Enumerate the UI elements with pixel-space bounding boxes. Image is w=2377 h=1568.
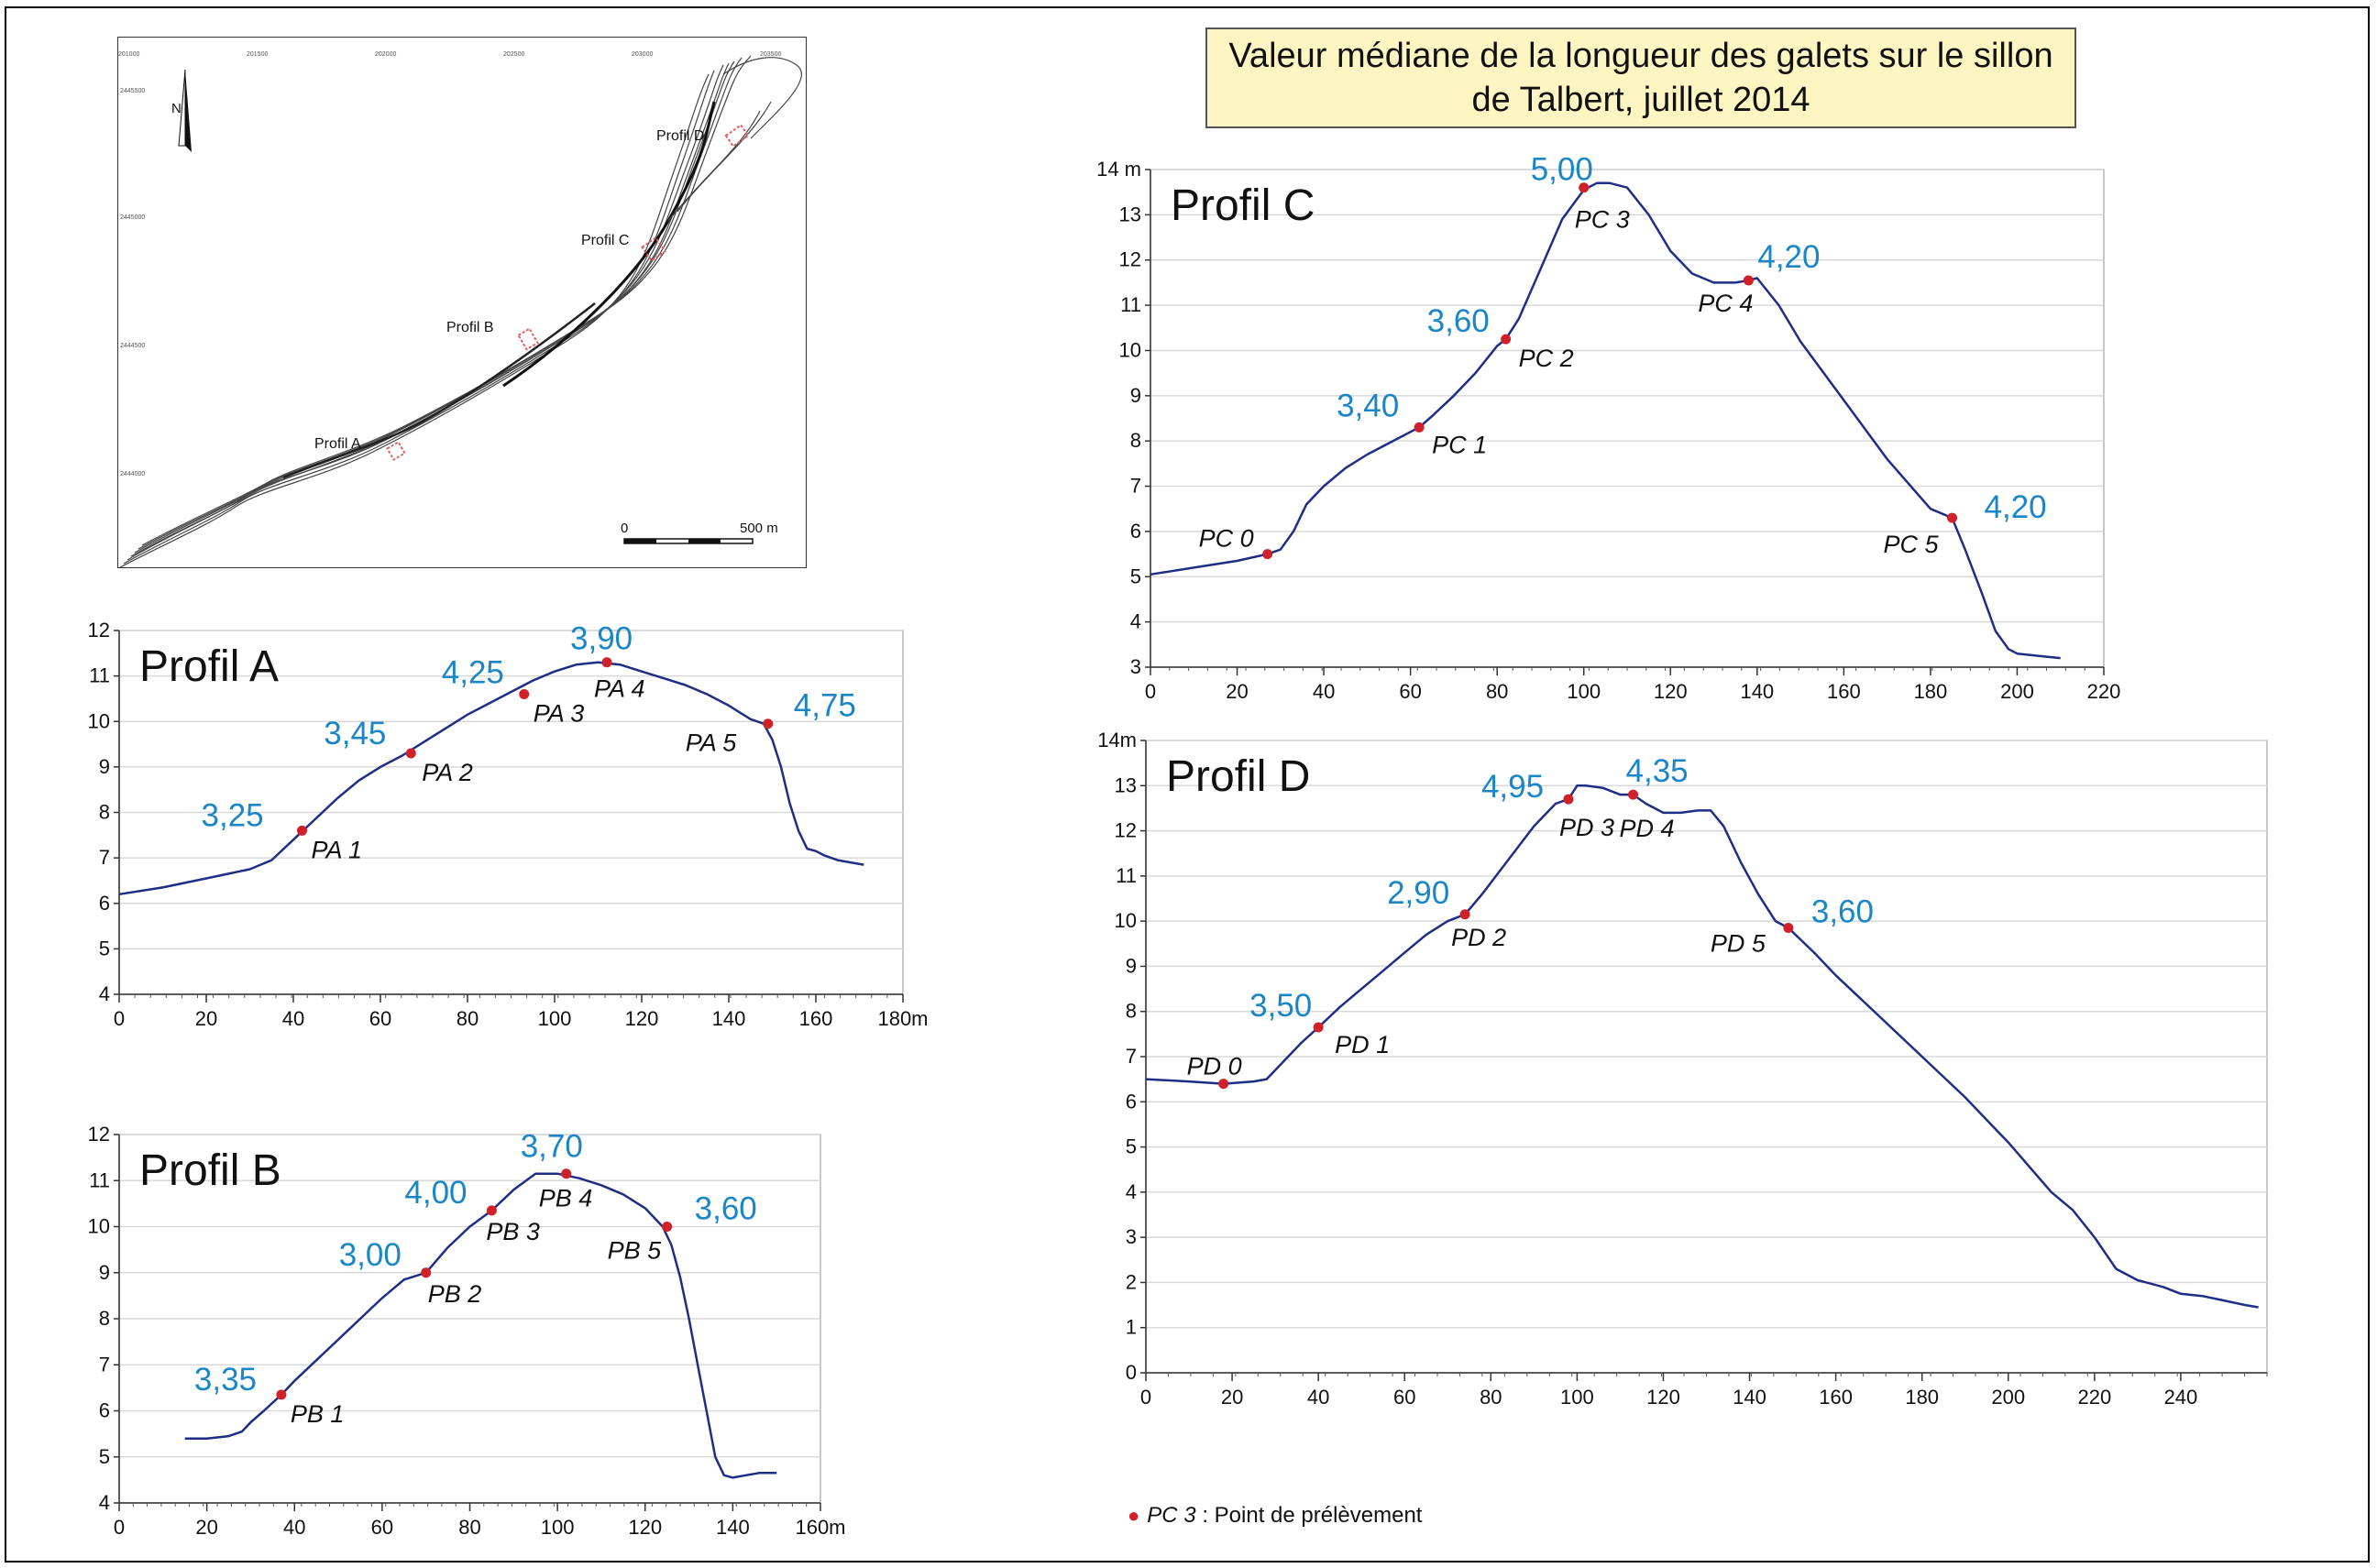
figure-title: Valeur médiane de la longueur des galets… — [1205, 27, 2076, 128]
sample-point — [519, 688, 530, 699]
x-tick-label: 120 — [625, 1007, 659, 1030]
legend-text: : Point de prélèvement — [1195, 1503, 1423, 1528]
sample-point-label: PA 2 — [422, 759, 473, 786]
north-label: N — [171, 101, 182, 116]
median-value-label: 3,45 — [324, 716, 386, 751]
scale-end: 500 m — [740, 521, 778, 536]
map-x-tick: 203500 — [760, 51, 781, 58]
median-value-label: 3,25 — [202, 797, 264, 833]
y-tick-label: 6 — [99, 892, 110, 915]
y-tick-label: 5 — [99, 937, 110, 959]
y-tick-label: 10 — [88, 709, 110, 732]
y-tick-label: 9 — [99, 755, 110, 778]
map-x-tick: 202000 — [375, 51, 396, 58]
median-value-label: 3,90 — [570, 621, 633, 657]
profile-line — [118, 661, 864, 896]
scale-bar: 0 500 m — [621, 521, 778, 544]
x-tick-label: 180m — [877, 1007, 928, 1030]
legend-code: PC 3 — [1147, 1503, 1196, 1528]
map-label-profil-d: Profil D — [656, 128, 704, 144]
map-y-tick: 2444500 — [120, 343, 145, 349]
x-tick-label: 80 — [457, 1007, 479, 1030]
x-tick-label: 160 — [799, 1007, 833, 1030]
north-arrow-icon: N — [171, 69, 192, 152]
x-tick-label: 60 — [369, 1007, 391, 1030]
x-tick-label: 140 — [712, 1007, 746, 1030]
y-tick-label: 11 — [89, 664, 110, 687]
figure-frame — [5, 6, 2370, 1563]
median-value-label: 4,25 — [442, 654, 504, 690]
legend-marker-icon: ● — [1128, 1504, 1140, 1527]
sample-point — [297, 825, 307, 836]
y-tick-label: 12 — [88, 619, 110, 641]
location-map: Profil A Profil B Profil C Profil D N 0 … — [117, 37, 807, 568]
map-x-tick: 202500 — [503, 51, 524, 58]
sample-point-label: PA 3 — [534, 699, 585, 727]
sample-point — [763, 718, 774, 729]
scale-zero: 0 — [621, 521, 628, 536]
x-tick-label: 0 — [114, 1007, 125, 1030]
map-label-profil-a: Profil A — [314, 436, 361, 452]
y-tick-label: 4 — [99, 982, 110, 1005]
y-tick-label: 8 — [99, 801, 110, 824]
legend: ● PC 3 : Point de prélèvement — [1128, 1503, 1422, 1529]
map-x-tick: 201500 — [247, 51, 268, 58]
contour-lines — [119, 55, 802, 568]
map-y-tick: 2445000 — [120, 214, 145, 221]
map-y-tick: 2444000 — [120, 471, 145, 477]
sample-point-label: PA 1 — [312, 836, 363, 863]
map-x-tick: 203000 — [632, 51, 653, 58]
sample-point-label: PA 4 — [594, 675, 645, 703]
transect-markers — [386, 124, 750, 461]
x-tick-label: 100 — [538, 1007, 572, 1030]
x-tick-label: 20 — [195, 1007, 217, 1030]
map-label-profil-b: Profil B — [446, 320, 494, 335]
y-tick-label: 7 — [99, 846, 110, 869]
map-label-profil-c: Profil C — [581, 233, 629, 248]
sample-point — [601, 657, 612, 668]
chart-title: Profil A — [139, 642, 279, 691]
sample-point — [405, 748, 416, 759]
map-x-tick: 201000 — [118, 51, 139, 58]
median-value-label: 4,75 — [794, 688, 856, 724]
x-tick-label: 40 — [282, 1007, 304, 1030]
sample-point-label: PA 5 — [686, 729, 738, 757]
map-y-tick: 2445500 — [120, 88, 145, 94]
map-svg: Profil A Profil B Profil C Profil D N 0 … — [118, 51, 802, 568]
